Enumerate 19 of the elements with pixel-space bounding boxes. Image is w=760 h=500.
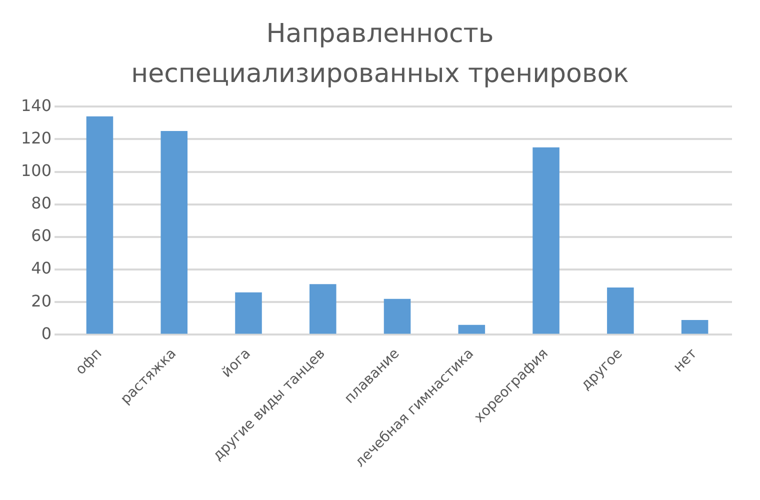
bar [309,284,336,334]
y-tick-label: 0 [41,324,52,343]
bar [607,287,634,334]
bar [681,320,708,334]
y-tick-label: 140 [20,96,52,115]
bar [384,298,411,334]
chart-title: Направленность неспециализированных тренировок [130,18,630,91]
y-tick-label: 120 [20,128,52,148]
bar [160,131,188,334]
y-tick-label: 20 [31,291,52,310]
y-tick-label: 60 [31,226,52,246]
x-tick-label: нет [670,346,700,376]
y-tick-label: 40 [31,258,52,278]
bar [235,292,262,334]
bar [532,147,560,334]
bar [458,324,486,334]
y-tick-label: 80 [31,194,52,213]
y-tick-label: 100 [20,160,52,180]
bar [86,116,114,334]
